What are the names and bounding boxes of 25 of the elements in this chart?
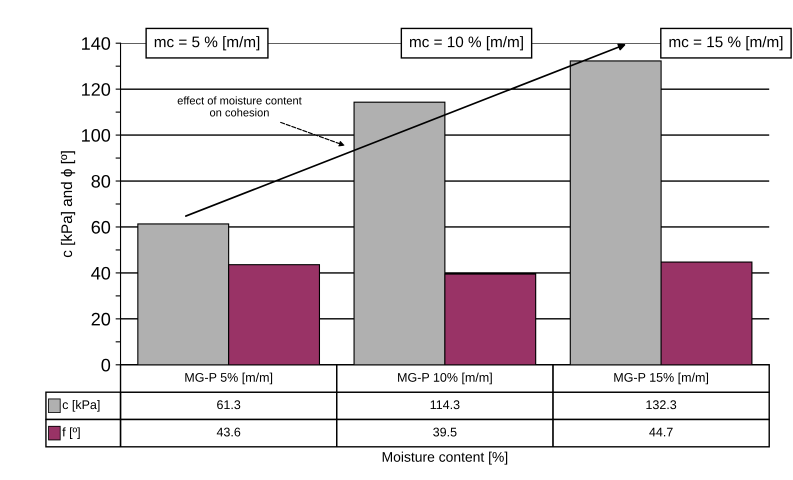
y-axis-title: c [kPa] and ϕ [º] [60, 151, 76, 258]
legend-label: c [kPa] [62, 400, 100, 412]
x-tick-label: MG-P 10% [m/m] [398, 372, 492, 384]
y-tick-label: 40 [91, 266, 110, 280]
annotation: mc = 10 % [m/m] [410, 36, 523, 50]
y-tick-label: 60 [92, 220, 110, 234]
annotation: mc = 15 % [m/m] [669, 36, 782, 50]
x-tick-label: MG-P 15% [m/m] [614, 372, 708, 384]
data-label: 39.5 [433, 428, 457, 436]
y-tick-label: 80 [92, 174, 110, 188]
x-tick-label: MG-P 5% [m/m] [185, 372, 272, 384]
y-tick-label: 20 [92, 312, 110, 326]
annotation: effect of moisture content on cohesion [178, 96, 302, 116]
data-label: 43.6 [216, 428, 240, 436]
legend-label: f [º] [62, 427, 80, 439]
y-tick-label: 120 [82, 83, 110, 96]
data-label: 114.3 [430, 400, 460, 410]
data-label: 61.3 [217, 400, 240, 410]
y-tick-label: 100 [82, 129, 110, 142]
data-label: 132.3 [646, 400, 676, 410]
annotation: mc = 5 % [m/m] [154, 36, 260, 50]
data-label: 44.7 [649, 428, 673, 436]
x-axis-title: Moisture content [%] [382, 452, 508, 465]
y-tick-label: 0 [101, 358, 110, 372]
y-tick-label: 140 [82, 37, 110, 50]
